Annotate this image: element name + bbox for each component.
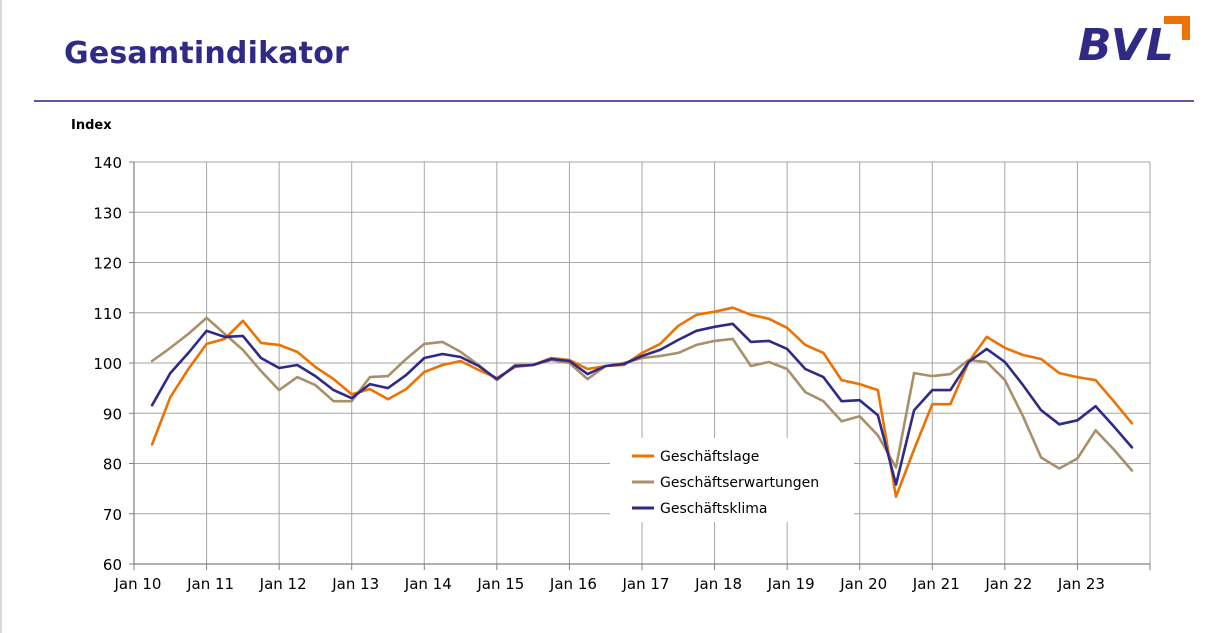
y-tick-label: 140 [93,154,122,172]
logo-text: BVL [1078,20,1175,71]
legend-label: Geschäftserwartungen [660,475,819,491]
axes [129,161,1151,570]
x-tick-label: Jan 23 [1057,575,1105,593]
x-tick-label: Jan 18 [694,575,742,593]
y-tick-label: 100 [93,355,122,373]
x-tick-labels: Jan 10 Jan 11 Jan 12 Jan 13 Jan 14 Jan 15 Jan … [114,575,1105,593]
x-tick-label: Jan 22 [984,575,1032,593]
y-tick-label: 60 [103,556,122,574]
x-tick-label: Jan 17 [622,575,670,593]
x-tick-label: Jan 15 [476,575,524,593]
bvl-logo: BVL [1074,12,1194,72]
legend: Geschäftslage Geschäftserwartungen Geschäf… [610,438,854,522]
x-tick-label: Jan 13 [331,575,379,593]
legend-label: Geschäftsklima [660,501,767,517]
x-tick-label: Jan 12 [259,575,307,593]
series-line-2 [150,322,1134,486]
logo-corner-mark-icon [1164,16,1190,40]
legend-label: Geschäftslage [660,449,759,465]
header-divider [34,100,1194,102]
y-tick-label: 120 [93,255,122,273]
y-tick-label: 130 [93,204,122,222]
x-tick-label: Jan 16 [549,575,597,593]
x-tick-label: Jan 14 [404,575,452,593]
x-tick-label: Jan 10 [114,575,162,593]
page-title: Gesamtindikator [64,36,350,71]
left-border [0,0,2,633]
x-tick-label: Jan 21 [912,575,960,593]
x-tick-label: Jan 19 [767,575,815,593]
y-tick-label: 80 [103,456,122,474]
y-tick-label: 70 [103,506,122,524]
y-tick-label: 110 [93,305,122,323]
x-tick-label: Jan 20 [839,575,887,593]
y-tick-labels: 60 70 80 90 100 110 120 130 140 [93,154,122,574]
y-tick-label: 90 [103,405,122,423]
x-tick-label: Jan 11 [186,575,234,593]
series-lines [150,306,1134,499]
y-axis-label: Index [71,118,112,133]
